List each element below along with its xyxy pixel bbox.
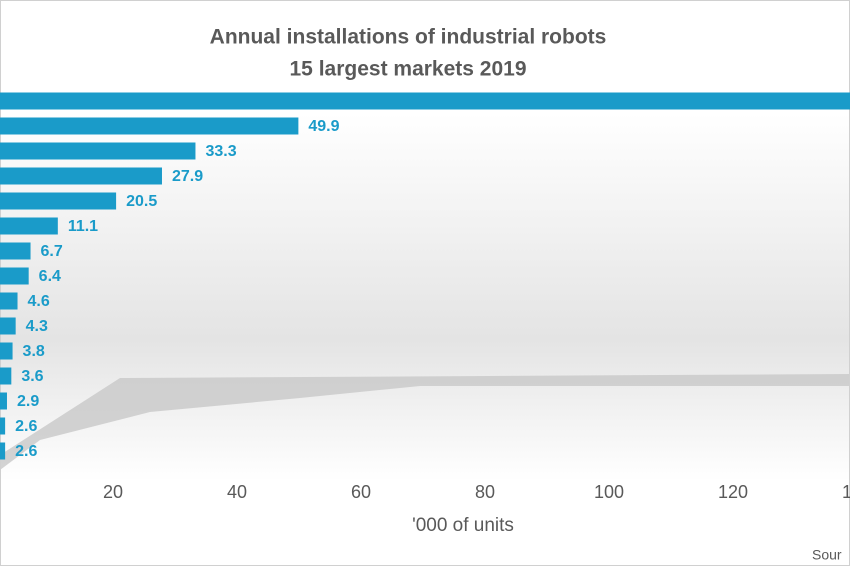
value-label: 4.6 [28,293,50,310]
bar [0,142,196,160]
bar [0,367,12,385]
value-label: 6.4 [39,268,61,285]
value-label: 49.9 [308,118,339,135]
value-label: 11.1 [68,218,98,235]
x-axis-label: '000 of units [412,515,514,536]
bar [0,242,31,260]
x-tick-label: 120 [718,482,748,502]
bar [0,217,58,235]
bar [0,167,162,185]
x-tick-label: 140 [842,482,850,502]
value-label: 20.5 [126,193,157,210]
bar [0,117,299,135]
value-label: 3.8 [23,343,45,360]
bar [0,442,6,460]
x-tick-label: 100 [594,482,624,502]
value-label: 2.6 [15,418,37,435]
x-tick-label: 40 [227,482,247,502]
bar [0,417,6,435]
source: Sour [812,547,842,563]
value-label: 2.9 [17,393,39,410]
x-tick-label: 60 [351,482,371,502]
bar [0,267,29,285]
bar [0,92,850,110]
value-label: 2.6 [15,443,37,460]
bar [0,342,13,360]
chart-subtitle: 15 largest markets 2019 [290,58,527,81]
value-label: 4.3 [26,318,48,335]
value-label: 33.3 [205,143,236,160]
bar [0,292,18,310]
value-label: 6.7 [41,243,63,260]
bar [0,392,7,410]
bar [0,192,117,210]
x-tick-label: 20 [103,482,123,502]
x-tick-label: 80 [475,482,495,502]
shadow [0,374,850,470]
bar [0,317,16,335]
value-label: 3.6 [21,368,43,385]
chart-title: Annual installations of industrial robot… [210,26,607,49]
value-label: 27.9 [172,168,203,185]
